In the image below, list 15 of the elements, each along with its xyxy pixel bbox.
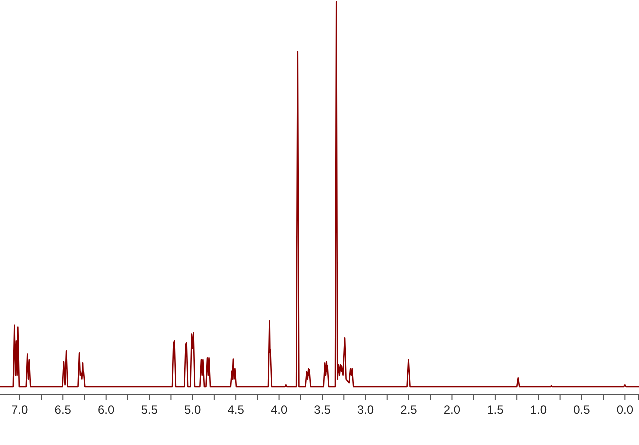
x-tick-label: 1.5	[487, 402, 504, 417]
x-tick-label: 2.0	[444, 402, 461, 417]
x-tick-label: 4.5	[228, 402, 245, 417]
x-tick-label: 6.5	[54, 402, 72, 417]
x-tick-label: 0.0	[616, 402, 634, 417]
x-tick-label: 1.0	[530, 402, 548, 417]
x-tick-label: 5.0	[184, 402, 202, 417]
x-tick-label: 3.0	[357, 402, 374, 417]
x-tick-label: 0.5	[574, 402, 591, 417]
x-tick-label: 6.0	[98, 402, 116, 417]
x-tick-label: 2.5	[400, 402, 418, 417]
x-tick-label: 7.0	[12, 402, 29, 417]
x-tick-label: 3.5	[314, 402, 332, 417]
x-tick-label: 4.0	[270, 402, 288, 417]
x-tick-label: 5.5	[141, 402, 158, 417]
